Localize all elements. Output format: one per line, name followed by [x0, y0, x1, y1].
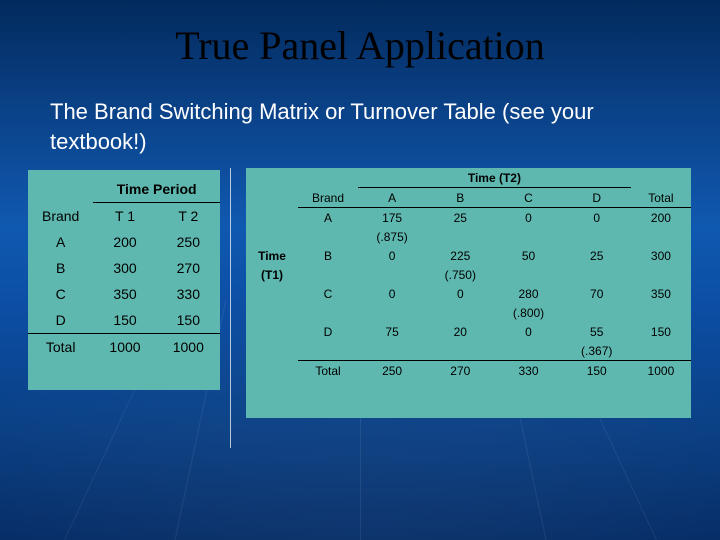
- cell: 50: [494, 246, 562, 265]
- tables-area: Time Period Brand T 1 T 2 A 200 250 B 30…: [0, 164, 720, 454]
- cell: 25: [426, 208, 494, 228]
- col-head: Total: [631, 188, 691, 208]
- row-label: B: [298, 246, 358, 265]
- brand-heading: Brand: [298, 188, 358, 208]
- col-head: B: [426, 188, 494, 208]
- table-row: C 0 0 280 70 350: [246, 284, 691, 303]
- cell: 25: [563, 246, 631, 265]
- cell: 150: [631, 322, 691, 341]
- cell: 150: [157, 307, 220, 334]
- total-label: Total: [298, 361, 358, 381]
- cell: 55: [563, 322, 631, 341]
- row-label: C: [298, 284, 358, 303]
- cell: 0: [494, 208, 562, 228]
- row-label: C: [28, 281, 93, 307]
- cell: 200: [93, 229, 156, 255]
- proportion-cell: (.875): [358, 227, 426, 246]
- col-head: C: [494, 188, 562, 208]
- cell: 0: [563, 208, 631, 228]
- cell: 0: [494, 322, 562, 341]
- cell: 20: [426, 322, 494, 341]
- cell: 175: [358, 208, 426, 228]
- summary-table-panel: Time Period Brand T 1 T 2 A 200 250 B 30…: [28, 170, 220, 390]
- cell: 300: [93, 255, 156, 281]
- cell: 350: [631, 284, 691, 303]
- cell: 1000: [93, 334, 156, 361]
- cell: 75: [358, 322, 426, 341]
- summary-table: Time Period Brand T 1 T 2 A 200 250 B 30…: [28, 176, 220, 360]
- total-label: Total: [28, 334, 93, 361]
- cell: 1000: [631, 361, 691, 381]
- table-row: A 200 250: [28, 229, 220, 255]
- total-row: Total 1000 1000: [28, 334, 220, 361]
- brand-heading: Brand: [28, 203, 93, 230]
- row-label: D: [28, 307, 93, 334]
- proportion-cell: (.800): [494, 303, 562, 322]
- cell: 225: [426, 246, 494, 265]
- row-label: A: [28, 229, 93, 255]
- row-label: B: [28, 255, 93, 281]
- slide-title: True Panel Application: [0, 0, 720, 69]
- time-t2-heading: Time (T2): [358, 168, 631, 188]
- cell: 280: [494, 284, 562, 303]
- paren-row: (.800): [246, 303, 691, 322]
- slide-subtitle: The Brand Switching Matrix or Turnover T…: [0, 69, 720, 156]
- cell: 250: [358, 361, 426, 381]
- total-row: Total 250 270 330 150 1000: [246, 361, 691, 381]
- cell: 150: [563, 361, 631, 381]
- cell: 300: [631, 246, 691, 265]
- time-t1-label: (T1): [246, 265, 298, 284]
- table-row: Time B 0 225 50 25 300: [246, 246, 691, 265]
- time-t1-label: Time: [246, 246, 298, 265]
- table-row: B 300 270: [28, 255, 220, 281]
- paren-row: (T1) (.750): [246, 265, 691, 284]
- cell: 1000: [157, 334, 220, 361]
- cell: 330: [157, 281, 220, 307]
- table-row: D 150 150: [28, 307, 220, 334]
- cell: 350: [93, 281, 156, 307]
- cell: 200: [631, 208, 691, 228]
- col-t2: T 2: [157, 203, 220, 230]
- paren-row: (.875): [246, 227, 691, 246]
- proportion-cell: (.367): [563, 341, 631, 361]
- cell: 70: [563, 284, 631, 303]
- cell: 330: [494, 361, 562, 381]
- row-label: A: [298, 208, 358, 228]
- table-row: D 75 20 0 55 150: [246, 322, 691, 341]
- row-label: D: [298, 322, 358, 341]
- matrix-table-panel: Time (T2) Brand A B C D Total A 175 25 0…: [246, 168, 691, 418]
- proportion-cell: (.750): [426, 265, 494, 284]
- cell: 0: [358, 284, 426, 303]
- cell: 270: [157, 255, 220, 281]
- cell: 250: [157, 229, 220, 255]
- vertical-divider: [230, 168, 231, 448]
- cell: 0: [426, 284, 494, 303]
- table-row: A 175 25 0 0 200: [246, 208, 691, 228]
- paren-row: (.367): [246, 341, 691, 361]
- time-period-heading: Time Period: [93, 176, 220, 203]
- cell: 270: [426, 361, 494, 381]
- col-head: A: [358, 188, 426, 208]
- table-row: C 350 330: [28, 281, 220, 307]
- matrix-table: Time (T2) Brand A B C D Total A 175 25 0…: [246, 168, 691, 380]
- col-head: D: [563, 188, 631, 208]
- col-t1: T 1: [93, 203, 156, 230]
- cell: 0: [358, 246, 426, 265]
- cell: 150: [93, 307, 156, 334]
